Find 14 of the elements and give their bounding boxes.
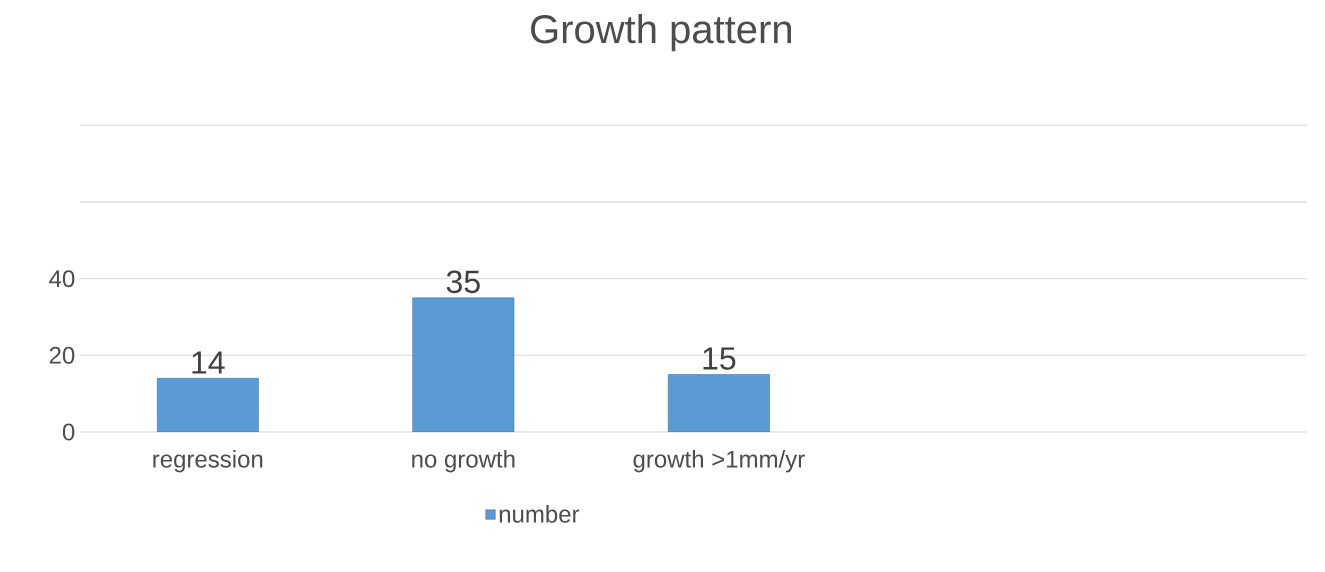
bar bbox=[667, 374, 770, 432]
chart-title: Growth pattern bbox=[531, 14, 791, 52]
bar bbox=[412, 297, 515, 432]
x-tick-label: growth >1mm/yr bbox=[633, 450, 805, 473]
x-tick-label: regression bbox=[153, 450, 263, 473]
y-tick-label: 20 bbox=[49, 346, 75, 364]
data-label: 35 bbox=[446, 270, 480, 294]
x-tick-label: no growth bbox=[412, 450, 515, 473]
y-tick-label: 0 bbox=[62, 423, 75, 441]
data-label: 14 bbox=[192, 351, 225, 374]
bar bbox=[156, 378, 259, 432]
y-tick-label: 40 bbox=[49, 270, 75, 288]
data-label: 15 bbox=[703, 347, 736, 370]
legend-label: number bbox=[499, 505, 580, 523]
